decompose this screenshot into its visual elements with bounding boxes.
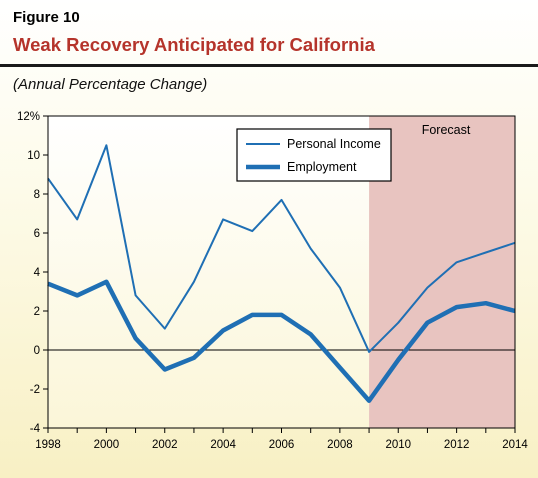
chart-subtitle: (Annual Percentage Change) [13, 76, 208, 93]
y-tick-label: 6 [34, 228, 40, 240]
y-tick-label: -2 [30, 384, 40, 396]
x-tick-label: 2006 [269, 439, 295, 451]
x-tick-label: 1998 [35, 439, 61, 451]
y-tick-label: -4 [30, 423, 41, 435]
y-tick-label: 4 [34, 267, 41, 279]
x-tick-label: 2012 [444, 439, 470, 451]
legend-label-employment: Employment [287, 160, 357, 174]
forecast-label: Forecast [422, 123, 471, 137]
forecast-region [369, 116, 515, 428]
figure-label: Figure 10 [13, 9, 80, 26]
legend-box [236, 128, 392, 182]
x-tick-label: 2002 [152, 439, 178, 451]
x-tick-label: 2014 [502, 439, 528, 451]
y-tick-label: 2 [34, 306, 40, 318]
legend-label-personal-income: Personal Income [287, 137, 381, 151]
x-tick-label: 2010 [385, 439, 411, 451]
chart-title: Weak Recovery Anticipated for California [13, 34, 375, 55]
y-tick-label: 8 [34, 189, 40, 201]
x-tick-label: 2004 [210, 439, 236, 451]
y-tick-label: 10 [27, 150, 40, 162]
x-tick-label: 2000 [94, 439, 120, 451]
title-divider [0, 64, 538, 67]
y-tick-label: 0 [34, 345, 40, 357]
y-tick-label: 12% [17, 111, 40, 123]
legend: Personal Income Employment [236, 128, 392, 182]
x-tick-label: 2008 [327, 439, 353, 451]
